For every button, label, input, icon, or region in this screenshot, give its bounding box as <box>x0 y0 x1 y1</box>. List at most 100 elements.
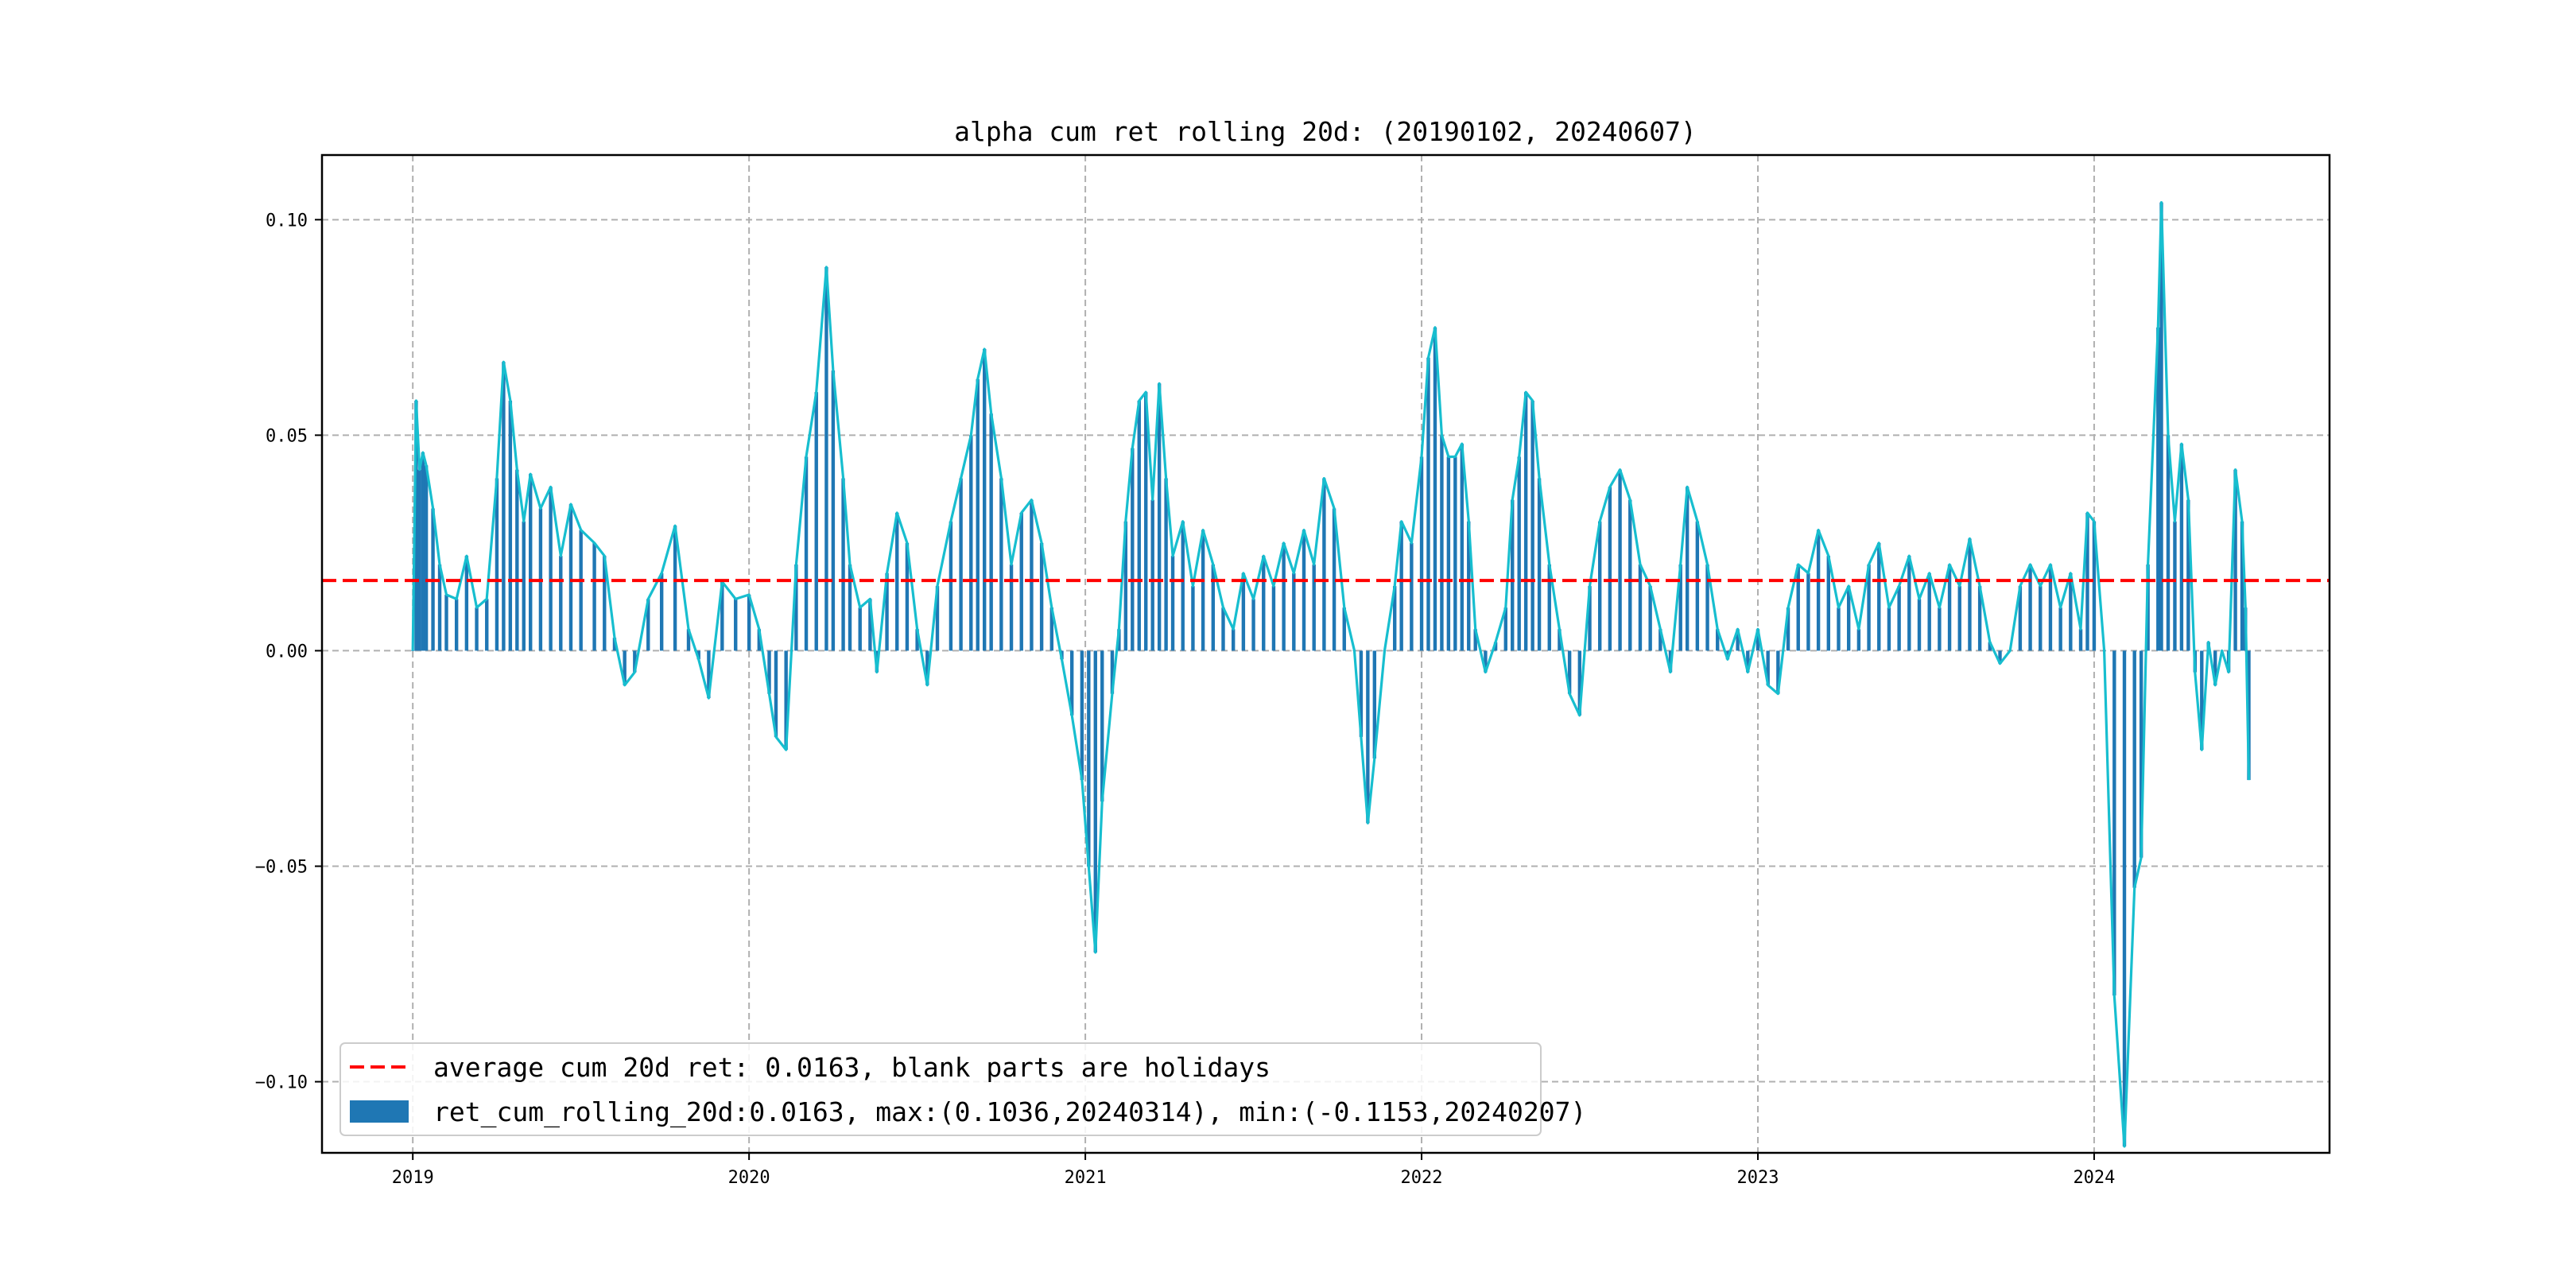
bar <box>1009 564 1014 651</box>
bar <box>633 650 637 673</box>
bar <box>720 581 724 651</box>
bar <box>2166 435 2171 651</box>
bar <box>2200 650 2204 751</box>
bar <box>1282 542 1286 651</box>
y-tick-label: 0.05 <box>266 426 308 446</box>
bar <box>2159 202 2163 651</box>
y-tick-label: 0.00 <box>266 642 308 661</box>
legend-label-average: average cum 20d ret: 0.0163, blank parts… <box>433 1052 1271 1083</box>
bar <box>612 638 617 651</box>
bar <box>1100 650 1104 802</box>
bar <box>1988 642 1992 651</box>
bar <box>1292 572 1296 651</box>
bar <box>1453 456 1457 651</box>
bar <box>1484 650 1488 673</box>
bar <box>673 526 677 651</box>
bar <box>2139 650 2143 858</box>
bar <box>2028 564 2032 651</box>
bar <box>485 599 489 651</box>
bar <box>1019 512 1023 651</box>
bar <box>1399 521 1403 651</box>
bar <box>1359 650 1364 737</box>
bar <box>464 556 469 651</box>
bar <box>475 607 479 651</box>
bar <box>1558 629 1562 651</box>
bar <box>2186 499 2190 651</box>
bar <box>1927 572 1931 651</box>
bar <box>1567 650 1572 694</box>
bar <box>1170 556 1175 651</box>
bar <box>579 530 583 651</box>
bar <box>1342 607 1346 651</box>
bar <box>868 599 872 651</box>
bar <box>1736 629 1740 651</box>
bar <box>2048 564 2053 651</box>
bar <box>1332 508 1336 651</box>
bar <box>2173 521 2177 651</box>
bar <box>1716 629 1720 651</box>
bar <box>454 599 459 651</box>
bar-series <box>410 202 2251 1146</box>
bar <box>1577 650 1582 716</box>
bar <box>1030 499 1034 651</box>
bar <box>410 650 415 651</box>
bar <box>925 650 929 685</box>
bar <box>1517 456 1521 651</box>
bar <box>696 650 700 660</box>
bar <box>2069 572 2073 651</box>
bar <box>1608 487 1612 651</box>
bar <box>2132 650 2136 888</box>
bar <box>774 650 778 737</box>
bar <box>734 599 738 651</box>
bar <box>603 556 607 651</box>
bar <box>1755 629 1760 651</box>
legend-label-series: ret_cum_rolling_20d:0.0163, max:(0.1036,… <box>433 1096 1586 1128</box>
bar <box>1998 650 2002 664</box>
bar <box>1150 499 1154 651</box>
bar <box>959 478 963 651</box>
bar <box>1039 542 1044 651</box>
bar <box>983 348 987 651</box>
bar <box>1144 392 1148 651</box>
bar <box>2122 650 2127 1146</box>
bar <box>804 456 809 651</box>
bar <box>1221 607 1225 651</box>
bar <box>824 266 828 651</box>
bar <box>1137 401 1141 651</box>
bar <box>989 413 993 651</box>
x-tick-label: 2019 <box>392 1168 434 1188</box>
bar <box>1968 538 1972 651</box>
bar <box>1685 487 1690 651</box>
bar <box>1271 586 1276 651</box>
bar <box>1241 572 1246 651</box>
x-tick-label: 2022 <box>1401 1168 1443 1188</box>
bar <box>522 521 526 651</box>
bar <box>1957 586 1961 651</box>
bar <box>1846 586 1851 651</box>
bar <box>2058 607 2062 651</box>
bar <box>568 504 573 651</box>
bar <box>1157 383 1162 651</box>
plot-frame <box>320 153 2331 1154</box>
bar <box>1080 650 1084 781</box>
bar <box>1938 607 1942 651</box>
bar <box>999 478 1003 651</box>
legend-box <box>339 1042 1542 1136</box>
bar <box>1473 629 1477 651</box>
bar <box>1302 530 1306 651</box>
bar <box>1816 530 1821 651</box>
bar <box>1628 499 1632 651</box>
bar <box>1796 564 1800 651</box>
bar <box>831 370 836 651</box>
x-tick-label: 2024 <box>2073 1168 2115 1188</box>
bar <box>2179 444 2184 651</box>
bar <box>2092 521 2097 651</box>
bar <box>1251 599 1255 651</box>
chart-title: alpha cum ret rolling 20d: (20190102, 20… <box>954 116 1697 147</box>
bar <box>495 478 499 651</box>
bar <box>707 650 711 699</box>
bar <box>508 401 513 651</box>
bar <box>2233 469 2237 651</box>
bar <box>969 435 973 651</box>
bar <box>1638 564 1643 651</box>
